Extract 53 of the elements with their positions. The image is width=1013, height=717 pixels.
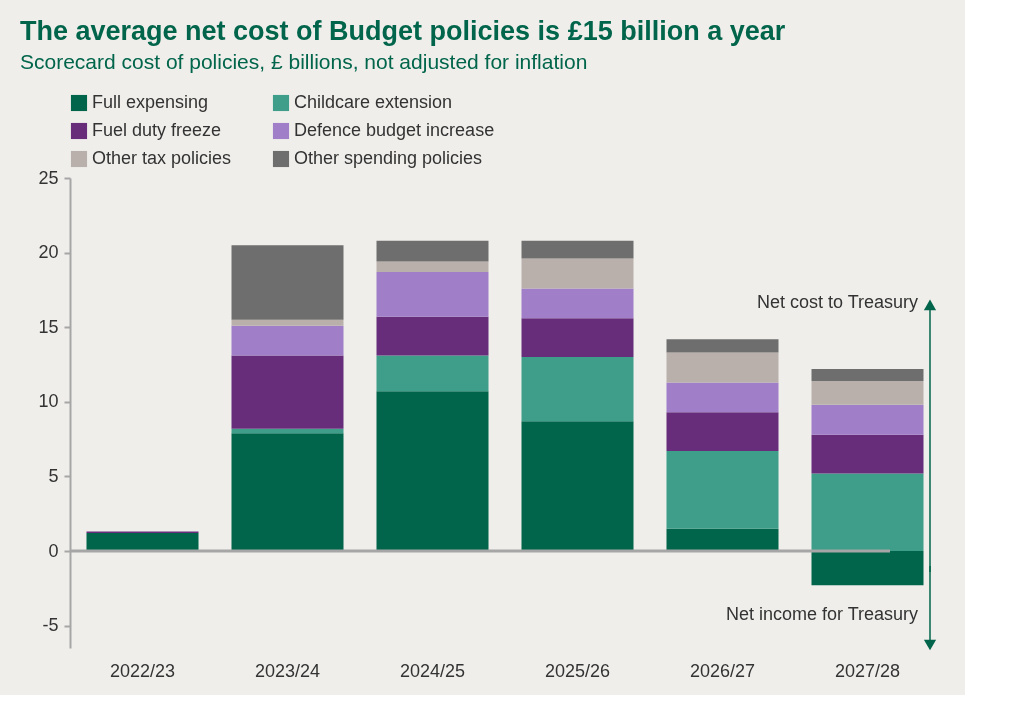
- bar: [811, 434, 924, 474]
- bar: [666, 339, 779, 353]
- bar: [521, 288, 634, 319]
- legend-label: Childcare extension: [294, 92, 453, 112]
- bar: [811, 368, 924, 381]
- y-tick-label: 0: [48, 540, 59, 561]
- y-tick-label: -5: [42, 615, 59, 636]
- bar: [666, 412, 779, 452]
- y-tick-label: 5: [48, 465, 59, 486]
- annotation: Net cost to Treasury: [756, 292, 918, 313]
- chart-subtitle: Scorecard cost of policies, £ billions, not adjusted for inflation: [20, 50, 588, 73]
- bar: [86, 533, 199, 552]
- bar: [231, 433, 344, 552]
- bar: [376, 316, 489, 356]
- y-tick-label: 25: [38, 167, 59, 188]
- bar: [376, 240, 489, 262]
- annotation: Net income for Treasury: [725, 604, 918, 625]
- bar: [666, 451, 779, 529]
- x-tick-label: 2025/26: [544, 660, 611, 681]
- bar: [811, 551, 924, 586]
- bar: [376, 355, 489, 392]
- bar: [666, 352, 779, 383]
- bar: [376, 272, 489, 317]
- x-tick-label: 2026/27: [689, 660, 756, 681]
- x-tick-label: 2027/28: [834, 660, 901, 681]
- bar: [811, 404, 924, 435]
- legend-label: Fuel duty freeze: [92, 120, 222, 140]
- bar: [521, 318, 634, 358]
- bar: [811, 380, 924, 405]
- legend-label: Other spending policies: [294, 148, 483, 168]
- chart-title: The average net cost of Budget policies is £15 billion a year: [20, 16, 786, 46]
- bar: [666, 528, 779, 552]
- x-tick-label: 2023/24: [254, 660, 321, 681]
- bar: [521, 240, 634, 259]
- bar: [231, 245, 344, 320]
- x-tick-label: 2022/23: [109, 660, 176, 681]
- y-tick-label: 10: [38, 391, 59, 412]
- legend-label: Defence budget increase: [294, 120, 495, 140]
- legend-label: Full expensing: [92, 92, 209, 112]
- bar: [811, 473, 924, 552]
- legend-label: Other tax policies: [92, 148, 232, 168]
- bar: [521, 258, 634, 289]
- y-tick-label: 15: [38, 316, 59, 337]
- bar: [521, 421, 634, 552]
- bar: [231, 319, 344, 326]
- bar: [376, 391, 489, 552]
- bar: [231, 325, 344, 356]
- y-tick-label: 20: [38, 242, 59, 263]
- bar: [231, 355, 344, 429]
- bar: [376, 261, 489, 272]
- bar: [521, 357, 634, 422]
- x-tick-label: 2024/25: [399, 660, 466, 681]
- bar: [666, 382, 779, 413]
